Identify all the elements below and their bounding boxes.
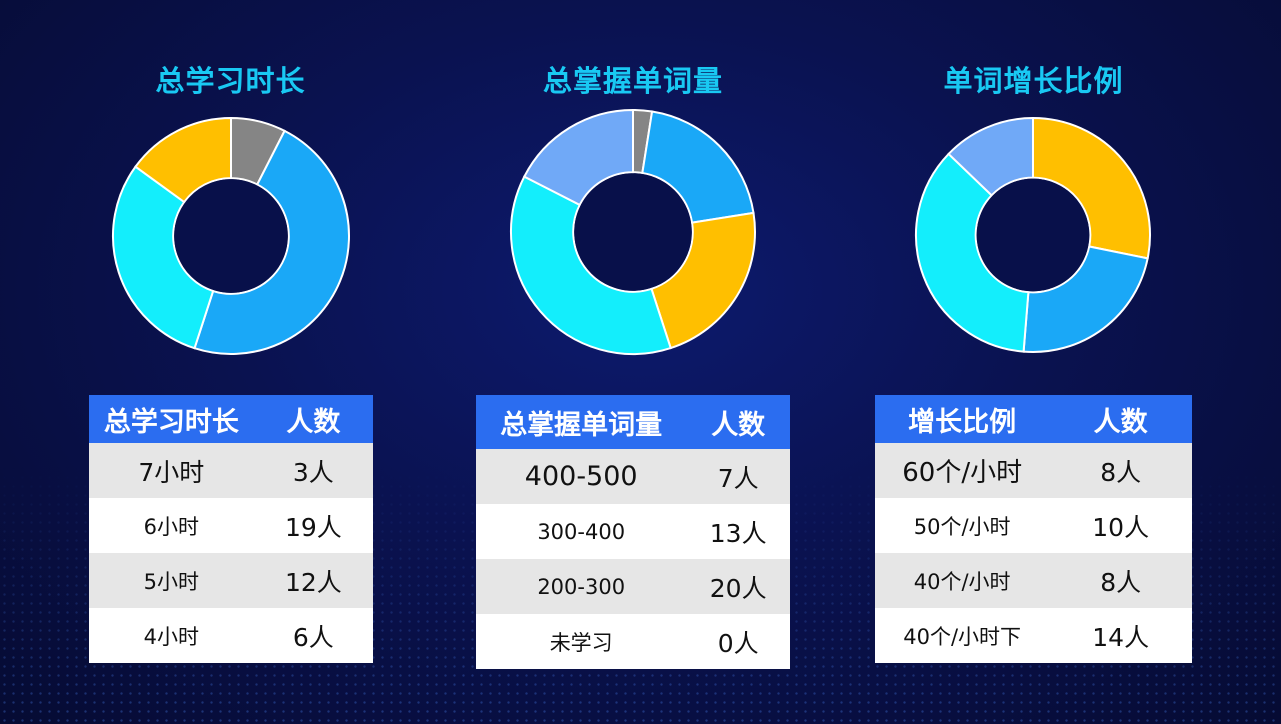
- chart-title: 总学习时长: [155, 64, 306, 98]
- cell-count: 14人: [1049, 608, 1192, 663]
- table-row: 7小时 3人: [89, 443, 373, 498]
- cell-count: 19人: [253, 498, 373, 553]
- donut-hole: [976, 178, 1090, 292]
- donut-slice: [112, 165, 215, 350]
- donut-chart-word-growth: [915, 116, 1151, 353]
- table-row: 60个/小时 8人: [875, 443, 1192, 498]
- cell-label: 7小时: [89, 443, 254, 498]
- cell-count: 20人: [686, 559, 790, 614]
- table-header-row: 总学习时长 人数: [89, 395, 373, 443]
- cell-count: 8人: [1049, 553, 1192, 608]
- panel-total-words-mastered: 总掌握单词量 总掌握单词量 人数 400-500 7人 300-400 13人 …: [476, 0, 790, 724]
- table-row: 5小时 12人: [89, 553, 373, 608]
- cell-label: 50个/小时: [875, 498, 1050, 553]
- cell-count: 0人: [686, 614, 790, 669]
- table-row: 400-500 7人: [476, 449, 790, 504]
- donut-slice: [134, 116, 232, 204]
- cell-label: 400-500: [476, 449, 687, 504]
- cell-count: 3人: [253, 443, 373, 498]
- panel-word-growth-rate: 单词增长比例 增长比例 人数 60个/小时 8人 50个/小时 10人 40个/…: [875, 0, 1192, 724]
- donut-slice: [641, 110, 755, 224]
- cell-count: 10人: [1049, 498, 1192, 553]
- table-header-row: 增长比例 人数: [875, 395, 1192, 443]
- table-row: 6小时 19人: [89, 498, 373, 553]
- header-cell: 增长比例: [875, 395, 1050, 443]
- header-cell: 人数: [1049, 395, 1192, 443]
- table-row: 200-300 20人: [476, 559, 790, 614]
- donut-slice: [650, 211, 756, 350]
- cell-label: 4小时: [89, 608, 254, 663]
- cell-count: 6人: [253, 608, 373, 663]
- donut-slice: [947, 116, 1034, 197]
- table-row: 4小时 6人: [89, 608, 373, 663]
- donut-slice: [522, 108, 634, 207]
- table-header-row: 总掌握单词量 人数: [476, 395, 790, 449]
- donut-hole: [574, 173, 692, 291]
- table-row: 50个/小时 10人: [875, 498, 1192, 553]
- table-row: 300-400 13人: [476, 504, 790, 559]
- cell-label: 40个/小时下: [875, 608, 1050, 663]
- table-words-mastered: 总掌握单词量 人数 400-500 7人 300-400 13人 200-300…: [476, 395, 790, 669]
- donut-hole: [174, 179, 288, 293]
- donut-slice: [1022, 245, 1149, 353]
- cell-count: 7人: [686, 449, 790, 504]
- table-row: 40个/小时下 14人: [875, 608, 1192, 663]
- header-cell: 人数: [686, 395, 790, 449]
- cell-label: 40个/小时: [875, 553, 1050, 608]
- cell-label: 200-300: [476, 559, 687, 614]
- cell-count: 12人: [253, 553, 373, 608]
- cell-label: 300-400: [476, 504, 687, 559]
- donut-slice: [1032, 116, 1151, 260]
- cell-count: 8人: [1049, 443, 1192, 498]
- cell-count: 13人: [686, 504, 790, 559]
- panel-total-study-time: 总学习时长 总学习时长 人数 7小时 3人 6小时 19人 5小时 12人 4: [88, 0, 373, 724]
- chart-title: 总掌握单词量: [542, 64, 723, 98]
- table-study-time: 总学习时长 人数 7小时 3人 6小时 19人 5小时 12人 4小时 6人: [89, 395, 373, 663]
- cell-label: 60个/小时: [875, 443, 1050, 498]
- donut-chart-words-mastered: [510, 108, 756, 355]
- table-row: 未学习 0人: [476, 614, 790, 669]
- table-row: 40个/小时 8人: [875, 553, 1192, 608]
- table-word-growth: 增长比例 人数 60个/小时 8人 50个/小时 10人 40个/小时 8人 4…: [875, 395, 1192, 663]
- donut-slice: [510, 175, 672, 355]
- donut-chart-study-time: [112, 116, 350, 355]
- header-cell: 人数: [253, 395, 373, 443]
- donut-slice: [193, 129, 350, 355]
- chart-title: 单词增长比例: [943, 64, 1124, 98]
- cell-label: 5小时: [89, 553, 254, 608]
- cell-label: 6小时: [89, 498, 254, 553]
- cell-label: 未学习: [476, 614, 687, 669]
- donut-slice: [915, 152, 1030, 353]
- header-cell: 总学习时长: [89, 395, 254, 443]
- header-cell: 总掌握单词量: [476, 395, 687, 449]
